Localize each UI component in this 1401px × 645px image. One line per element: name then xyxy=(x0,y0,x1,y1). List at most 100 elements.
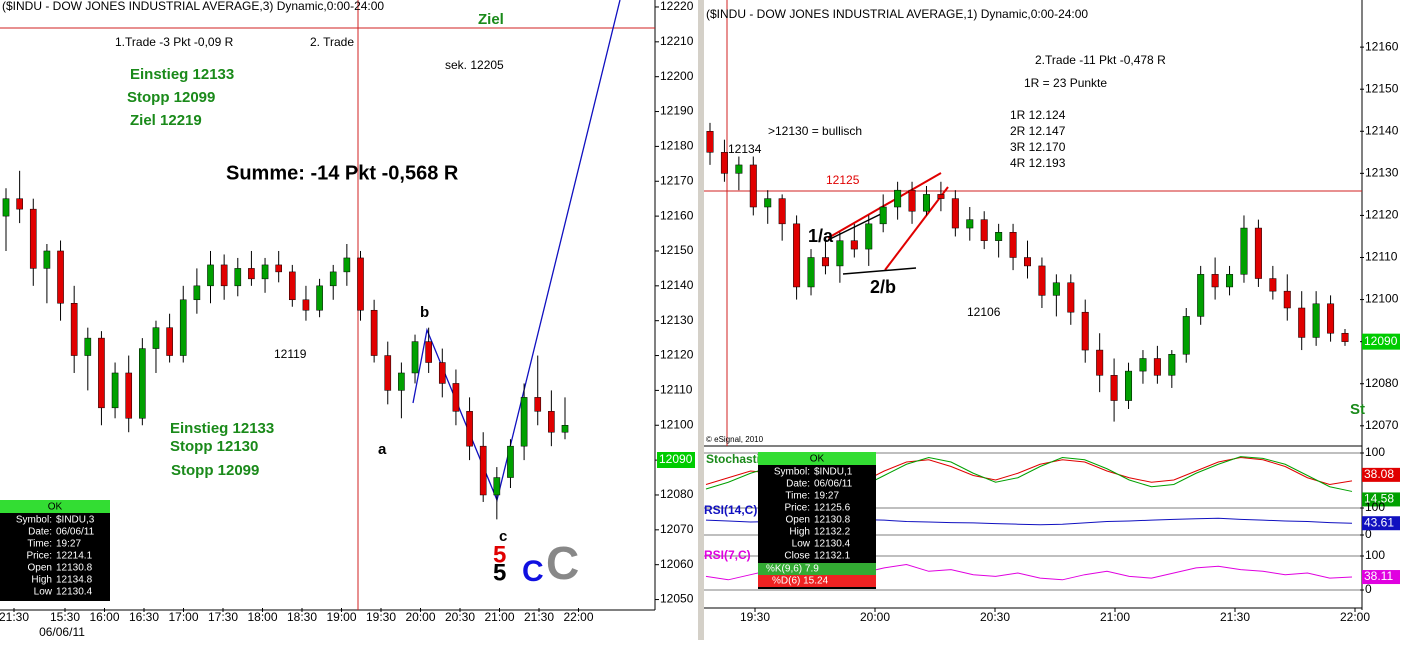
info-value: $INDU,1 xyxy=(814,467,853,478)
annotation: Einstieg 12133 xyxy=(170,420,274,437)
candle-body xyxy=(1153,358,1161,376)
candle-body xyxy=(561,425,569,433)
candle-body xyxy=(98,337,105,409)
candle-body xyxy=(261,264,269,280)
splitter xyxy=(698,0,704,640)
candle-body xyxy=(821,257,829,267)
candle-body xyxy=(316,285,323,311)
y-tick-label: 12060 xyxy=(660,557,694,571)
annotation: 5 xyxy=(493,559,506,586)
info-key: Symbol: xyxy=(774,467,810,478)
info-value: 12130.8 xyxy=(56,563,93,574)
y-tick-label: 12130 xyxy=(660,313,694,327)
candle-body xyxy=(1254,227,1262,279)
candle-body xyxy=(343,257,351,273)
y-tick-label: 12070 xyxy=(660,522,694,536)
candle-body xyxy=(720,152,728,174)
candle-body xyxy=(951,198,959,229)
annotation: c xyxy=(499,528,507,545)
annotation: 12119 xyxy=(274,347,307,361)
candle-body xyxy=(29,208,37,269)
x-tick-label: 16:30 xyxy=(129,610,159,624)
y-tick-label: 12150 xyxy=(660,243,694,257)
candle-body xyxy=(1125,370,1133,401)
y-tick-label: 12140 xyxy=(1365,123,1399,137)
annotation: Einstieg 12133 xyxy=(130,66,234,83)
candle-body xyxy=(1182,316,1190,355)
value-box xyxy=(1362,467,1400,482)
candle-body xyxy=(507,445,514,478)
candle-body xyxy=(57,250,64,304)
candle-body xyxy=(207,264,214,287)
candle-body xyxy=(922,194,930,212)
last-price-label: 12090 xyxy=(1364,334,1398,348)
k-row-bg xyxy=(758,563,876,575)
annotation: 1R = 23 Punkte xyxy=(1024,76,1107,90)
info-value: $INDU,3 xyxy=(56,515,95,526)
candle-body xyxy=(1139,358,1147,372)
info-key: Price: xyxy=(26,551,52,562)
x-tick-label: 19:00 xyxy=(326,610,356,624)
annotation: Ziel 12219 xyxy=(130,112,202,129)
candle-body xyxy=(329,271,337,287)
candle-body xyxy=(1081,311,1089,351)
x-tick-label: 20:30 xyxy=(445,610,475,624)
candle-body xyxy=(248,268,255,280)
info-value: 12134.8 xyxy=(56,575,93,586)
candle-body xyxy=(1197,274,1205,317)
candle-body xyxy=(288,271,296,301)
info-key: Time: xyxy=(785,491,810,502)
y-tick-label: 12080 xyxy=(1365,376,1399,390)
annotation: St xyxy=(1350,401,1365,418)
x-tick-label: 20:00 xyxy=(860,610,890,624)
y-tick-label: 12120 xyxy=(1365,208,1399,222)
x-tick-label: 21:00 xyxy=(1100,610,1130,624)
y-tick-label: 12100 xyxy=(1365,292,1399,306)
candle-body xyxy=(125,372,133,419)
info-value: 12132.1 xyxy=(814,551,851,562)
trend-line xyxy=(827,211,886,241)
indicator-title: RSI(7,C) xyxy=(704,548,751,562)
y-tick-label: 12050 xyxy=(660,592,694,606)
info-value: 12214.1 xyxy=(56,551,93,562)
annotation: 3R 12.170 xyxy=(1010,140,1066,154)
d-row: %D(6) 15.24 xyxy=(772,576,829,587)
info-header-label: OK xyxy=(48,502,63,513)
candle-body xyxy=(357,257,364,311)
d-row-bg xyxy=(758,575,876,587)
candle-body xyxy=(1009,232,1017,258)
x-tick-label: 22:00 xyxy=(1340,610,1370,624)
annotation: C xyxy=(546,537,579,589)
annotation: b xyxy=(420,304,429,321)
y-tick-label: 12170 xyxy=(660,173,694,187)
annotation: 2R 12.147 xyxy=(1010,124,1066,138)
y-tick-label: 12180 xyxy=(660,139,694,153)
info-header xyxy=(758,452,876,465)
info-key: Open xyxy=(28,563,52,574)
x-tick-label: 20:00 xyxy=(405,610,435,624)
y-tick-label: 0 xyxy=(1365,582,1372,596)
info-key: Close xyxy=(784,551,810,562)
x-tick-label: 16:00 xyxy=(89,610,119,624)
candle-body xyxy=(493,477,501,496)
candle-body xyxy=(1341,332,1349,342)
y-tick-label: 100 xyxy=(1365,500,1385,514)
candle-body xyxy=(1038,265,1046,296)
trend-line xyxy=(842,267,917,275)
candle-body xyxy=(1327,303,1335,334)
wave-line xyxy=(412,0,621,503)
candle-body xyxy=(70,303,78,356)
candle-body xyxy=(398,372,405,391)
x-tick-label: 21:30 xyxy=(0,610,29,624)
y-tick-label: 12110 xyxy=(660,383,693,397)
info-key: Date: xyxy=(28,527,52,538)
candle-body xyxy=(302,299,310,311)
info-header-label: OK xyxy=(810,454,825,465)
annotation: Stopp 12099 xyxy=(127,89,215,106)
x-tick-label: 18:30 xyxy=(287,610,317,624)
annotation: 1/a xyxy=(808,226,834,246)
candle-body xyxy=(807,257,815,288)
annotation: © eSignal, 2010 xyxy=(706,435,764,444)
channel-line xyxy=(827,172,942,239)
y-tick-label: 12190 xyxy=(660,104,694,118)
